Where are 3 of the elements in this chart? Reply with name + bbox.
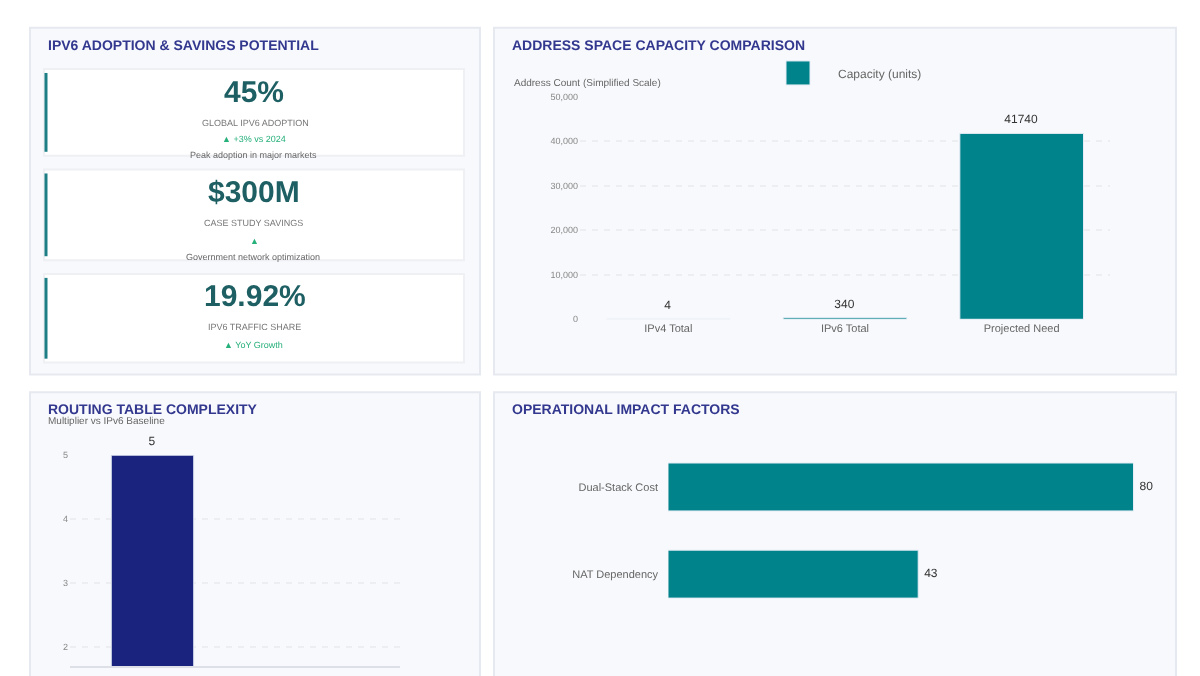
text: 45%: [224, 76, 285, 110]
text: 19.92%: [204, 280, 306, 314]
text: $300M: [208, 176, 300, 210]
